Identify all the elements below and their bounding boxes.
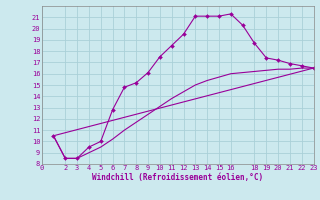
X-axis label: Windchill (Refroidissement éolien,°C): Windchill (Refroidissement éolien,°C) [92, 173, 263, 182]
